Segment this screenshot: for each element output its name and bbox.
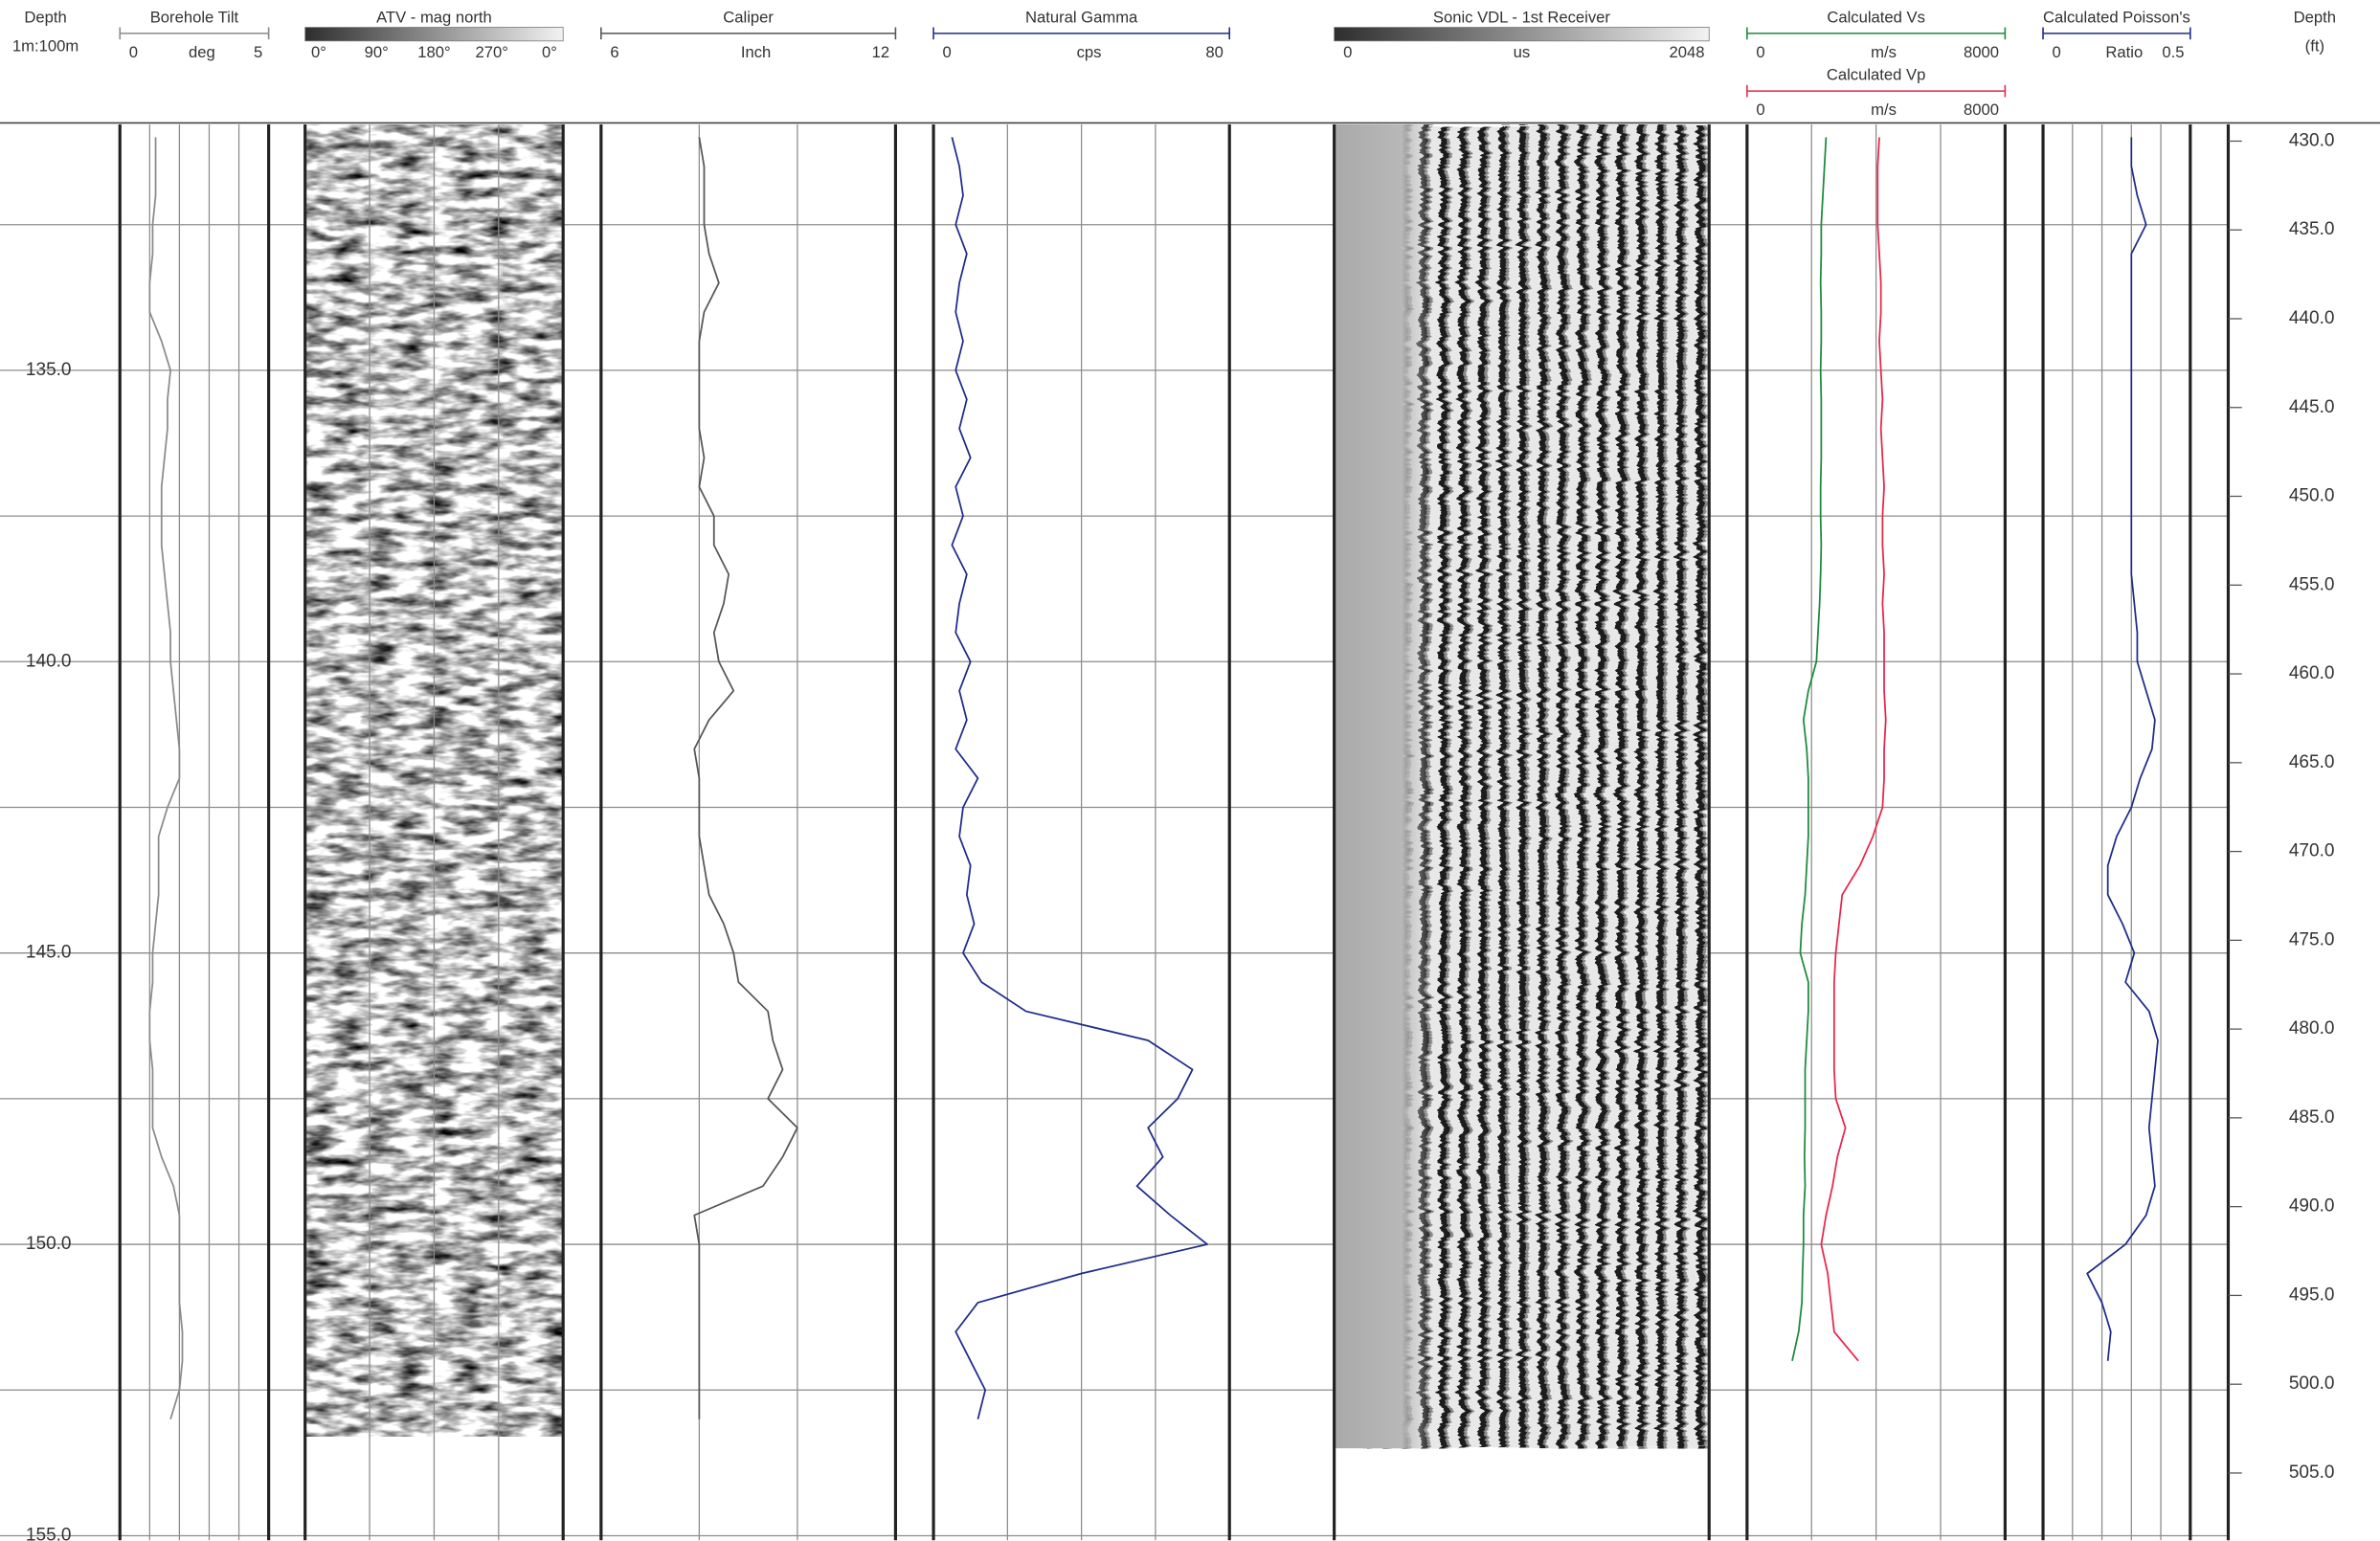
ft-tick-label: 455.0: [2289, 574, 2335, 594]
x-tick-label: 0°: [542, 43, 557, 61]
curve: [148, 137, 184, 1419]
track-title: Natural Gamma: [1025, 8, 1138, 26]
ft-tick-label: 440.0: [2289, 308, 2335, 328]
ft-tick-label: 430.0: [2289, 130, 2335, 150]
ft-unit: (ft): [2305, 37, 2324, 56]
track-title: Caliper: [723, 8, 774, 26]
track-title: Sonic VDL - 1st Receiver: [1433, 8, 1611, 26]
x-tick-label: 0: [129, 43, 138, 61]
scale-unit: m/s: [1871, 100, 1897, 119]
y-tick-label: 135.0: [26, 360, 72, 380]
ft-tick-label: 490.0: [2289, 1196, 2335, 1217]
x-tick-label: 8000: [1964, 43, 1999, 61]
ft-tick-label: 485.0: [2289, 1107, 2335, 1128]
x-tick-label: 2048: [1669, 43, 1704, 61]
x-tick-label: 90°: [365, 43, 389, 61]
depth-scale: 1m:100m: [12, 37, 79, 56]
x-tick-label: 0: [943, 43, 952, 61]
x-tick-label: 6: [610, 43, 618, 61]
ft-tick-label: 460.0: [2289, 663, 2335, 683]
x-tick-label: 0: [1756, 43, 1764, 61]
curve: [1791, 137, 1828, 1362]
curve: [2086, 137, 2159, 1361]
scale-unit: deg: [189, 43, 215, 61]
x-tick-label: 0.5: [2162, 43, 2184, 61]
ft-tick-label: 470.0: [2289, 841, 2335, 861]
y-tick-label: 155.0: [26, 1525, 72, 1541]
curve: [1820, 137, 1887, 1362]
x-tick-label: 5: [254, 43, 262, 61]
ft-tick-label: 450.0: [2289, 486, 2335, 506]
ft-tick-label: 495.0: [2289, 1284, 2335, 1305]
ft-tick-label: 445.0: [2289, 397, 2335, 417]
curve: [693, 137, 798, 1419]
x-tick-label: 0: [1756, 100, 1764, 119]
scale-unit: Ratio: [2105, 43, 2143, 61]
scale-unit: us: [1514, 43, 1531, 61]
depth-title: Depth: [24, 8, 66, 26]
x-tick-label: 8000: [1964, 100, 1999, 119]
track-title: ATV - mag north: [376, 8, 492, 26]
vdl-fade: [1334, 124, 1710, 1449]
colorbar: [304, 27, 564, 42]
y-tick-label: 150.0: [26, 1234, 72, 1254]
ft-title: Depth: [2294, 8, 2336, 26]
y-tick-label: 140.0: [26, 651, 72, 671]
scale-unit: cps: [1077, 43, 1102, 61]
track-title: Calculated Vp: [1827, 66, 1926, 84]
x-tick-label: 80: [1205, 43, 1224, 61]
x-tick-label: 0: [1343, 43, 1352, 61]
x-tick-label: 0: [2053, 43, 2061, 61]
ft-tick-label: 475.0: [2289, 929, 2335, 949]
curve: [951, 137, 1208, 1419]
track-title: Calculated Vs: [1827, 8, 1925, 26]
ft-tick-label: 435.0: [2289, 219, 2335, 239]
scale-unit: m/s: [1871, 43, 1897, 61]
x-tick-label: 270°: [475, 43, 507, 61]
colorbar: [1334, 27, 1710, 42]
scale-unit: Inch: [741, 43, 771, 61]
ft-tick-label: 465.0: [2289, 752, 2335, 772]
track-title: Calculated Poisson's: [2043, 8, 2190, 26]
ft-tick-label: 480.0: [2289, 1018, 2335, 1038]
x-tick-label: 0°: [311, 43, 326, 61]
x-tick-label: 180°: [417, 43, 450, 61]
ft-tick-label: 500.0: [2289, 1374, 2335, 1394]
x-tick-label: 12: [872, 43, 890, 61]
y-tick-label: 145.0: [26, 943, 72, 963]
ft-tick-label: 505.0: [2289, 1463, 2335, 1483]
track-title: Borehole Tilt: [150, 8, 239, 26]
